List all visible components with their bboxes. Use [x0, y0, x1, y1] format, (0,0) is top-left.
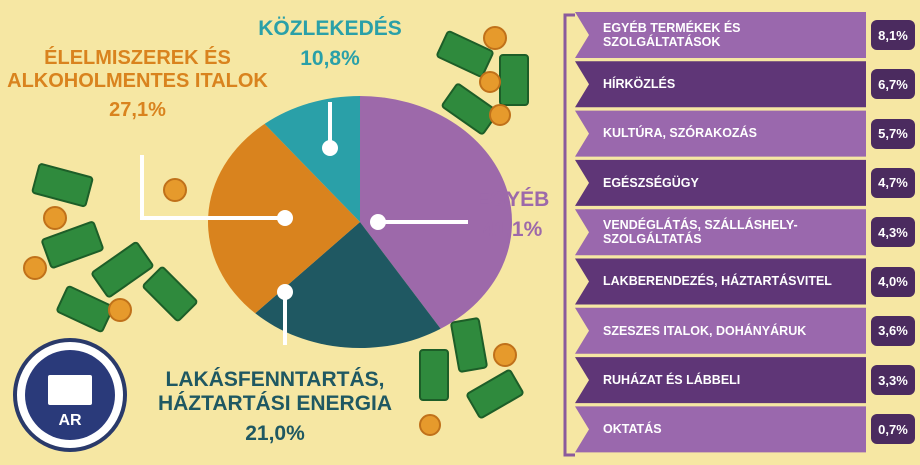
slice-label: LAKÁSFENNTARTÁS, HÁZTARTÁSI ENERGIA 21,0%: [145, 368, 405, 446]
leader-dot: [277, 284, 293, 300]
value-badge: 5,7%: [871, 119, 915, 149]
row-label: RUHÁZAT ÉS LÁBBELI: [603, 357, 858, 403]
slice-value: 41,1%: [455, 218, 570, 242]
leader-dot: [277, 210, 293, 226]
row-label: SZESZES ITALOK, DOHÁNYÁRUK: [603, 308, 858, 354]
value-badge: 3,3%: [871, 365, 915, 395]
value-badge: 3,6%: [871, 316, 915, 346]
value-badge: 4,0%: [871, 267, 915, 297]
slice-category: ÉLELMISZEREK ÉS ALKOHOLMENTES ITALOK: [0, 47, 275, 93]
value-badge: 4,7%: [871, 168, 915, 198]
row-label: LAKBERENDEZÉS, HÁZTARTÁSVITEL: [603, 259, 858, 305]
leader-dot: [322, 140, 338, 156]
slice-value: 10,8%: [245, 47, 415, 71]
leader-dot: [370, 214, 386, 230]
slice-value: 27,1%: [0, 99, 275, 122]
row-label: HÍRKÖZLÉS: [603, 61, 858, 107]
logo-text: AR: [58, 412, 82, 429]
value-badge: 4,3%: [871, 217, 915, 247]
value-badge: 0,7%: [871, 414, 915, 444]
row-label: VENDÉGLÁTÁS, SZÁLLÁSHELY-SZOLGÁLTATÁS: [603, 209, 858, 255]
row-label: EGÉSZSÉGÜGY: [603, 160, 858, 206]
slice-category: KÖZLEKEDÉS: [245, 17, 415, 41]
row-label: KULTÚRA, SZÓRAKOZÁS: [603, 111, 858, 157]
slice-category: LAKÁSFENNTARTÁS, HÁZTARTÁSI ENERGIA: [145, 368, 405, 416]
slice-value: 21,0%: [145, 422, 405, 446]
value-badge: 8,1%: [871, 20, 915, 50]
slice-label: EGYÉB 41,1%: [455, 188, 570, 242]
slice-label: KÖZLEKEDÉS 10,8%: [245, 17, 415, 71]
row-label: EGYÉB TERMÉKEK ÉS SZOLGÁLTATÁSOK: [603, 12, 858, 58]
slice-label: ÉLELMISZEREK ÉS ALKOHOLMENTES ITALOK 27,1…: [0, 47, 275, 122]
slice-category: EGYÉB: [455, 188, 570, 212]
value-badge: 6,7%: [871, 69, 915, 99]
row-label: OKTATÁS: [603, 406, 858, 452]
infographic: AR EGYÉB 41,1% LAKÁSFENNTARTÁS, HÁZTARTÁSI…: [0, 0, 920, 465]
